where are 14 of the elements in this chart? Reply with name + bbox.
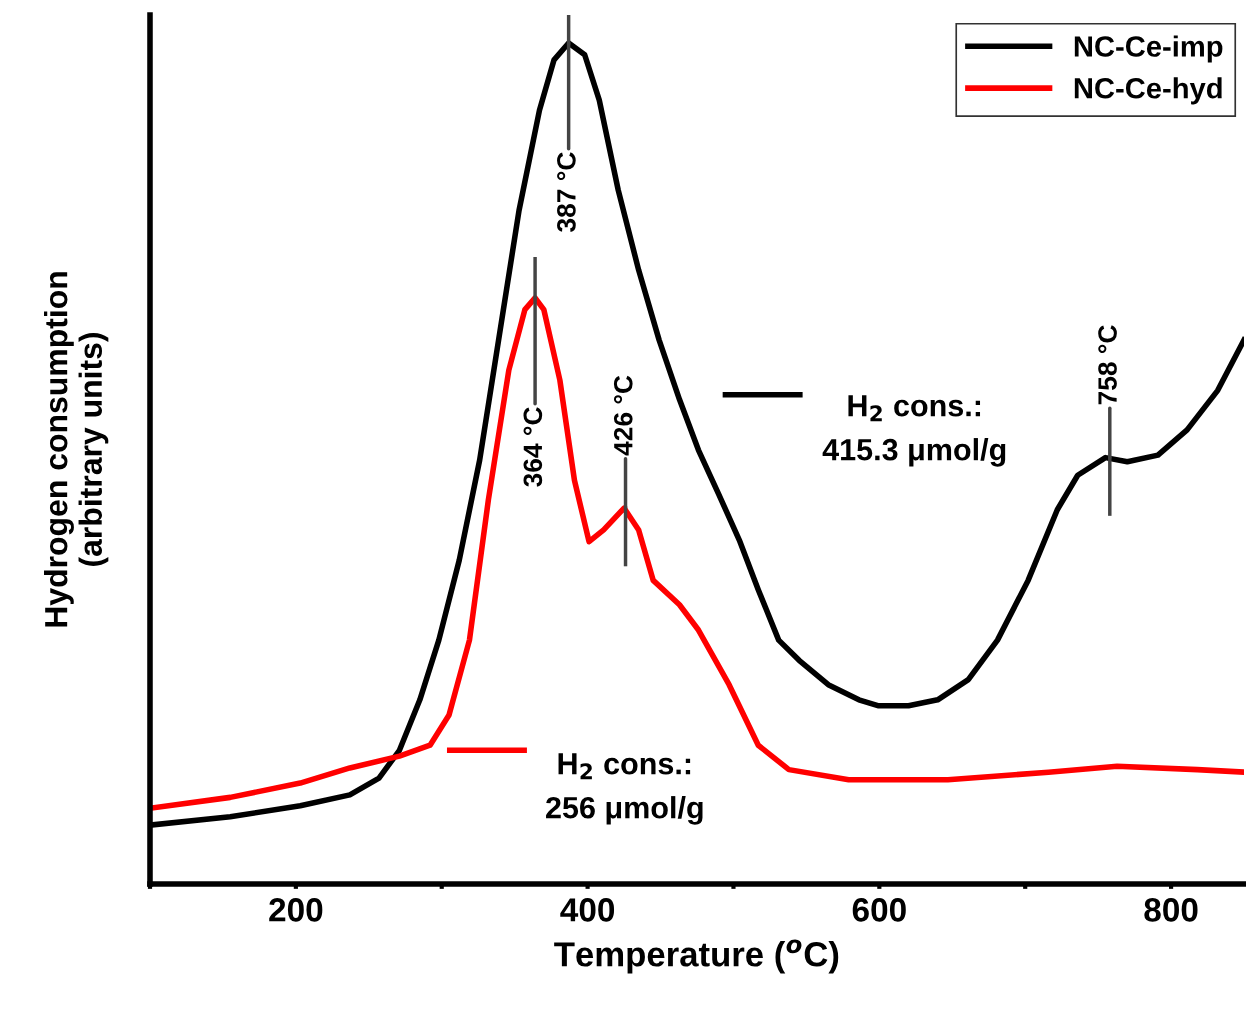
x-tick-label: 800 (1144, 898, 1198, 922)
x-tick-label: 400 (560, 898, 615, 922)
x-tick-label: 600 (852, 898, 906, 922)
annotation: 364 °C (523, 407, 543, 487)
x-axis-title: Temperature ($^{o}$C) (554, 939, 839, 974)
legend-label: NC-Ce-hyd (1074, 77, 1222, 105)
annotation: 758 °C (1098, 325, 1117, 405)
legend-label: NC-Ce-imp (1074, 35, 1223, 63)
annotation: 387 °C (557, 152, 576, 232)
annotation: 426 °C (613, 375, 633, 456)
y-axis-title: Hydrogen consumption (arbitrary units) (44, 272, 109, 627)
x-tick-label: 200 (269, 898, 323, 922)
annotation: H$_{2}$ cons.: 415.3 μmol/g (822, 395, 1006, 467)
annotation: H$_{2}$ cons.: 256 μmol/g (546, 753, 703, 825)
